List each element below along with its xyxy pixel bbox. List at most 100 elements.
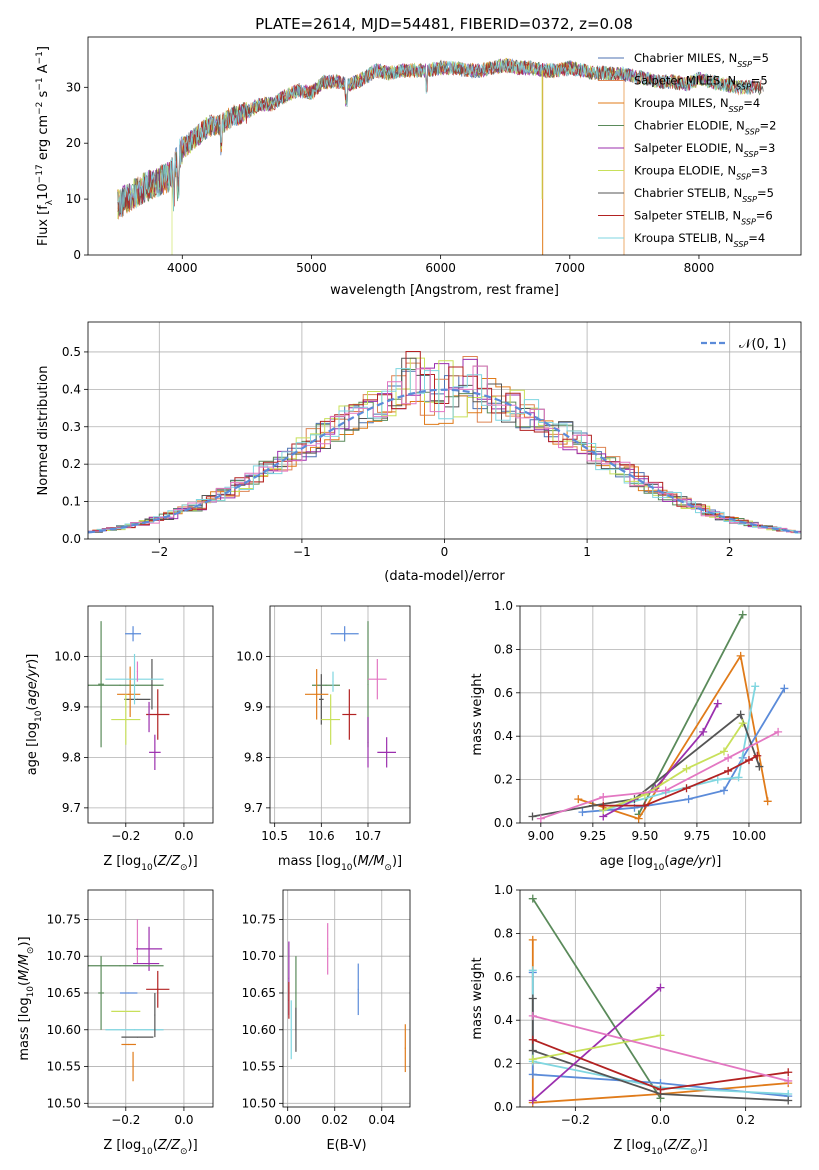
y-tick-label: 0.4 [494,1013,513,1027]
data-point [145,962,147,965]
y-tick-label: 10.50 [242,1096,276,1110]
data-point [136,1036,139,1038]
weight-marker [528,1096,537,1105]
weight-marker [784,1076,793,1085]
x-tick-label: 6000 [425,261,456,275]
data-point [332,681,334,683]
x-tick-label: 9.00 [527,829,554,843]
plot-area-mass_vs_Z [88,890,213,1107]
x-tick-label: 10.00 [732,829,766,843]
axis-label: Z [log10(Z/Z⊙)] [103,854,197,873]
weight-marker [736,651,745,660]
data-point [376,678,378,680]
x-tick-label: 0.00 [274,1113,301,1127]
y-tick-label: 9.9 [244,700,263,714]
axis-label: mass [log10(M/M⊙)] [17,936,36,1060]
weight-marker [713,699,722,708]
weight-marker [755,762,764,771]
x-tick-label: 9.50 [632,829,659,843]
data-point [119,965,121,967]
weight-line-5 [602,703,719,818]
legend-entry: 𝒩(0, 1) [739,337,786,352]
y-tick-label: 10.55 [242,1060,276,1074]
data-point [154,1014,156,1016]
data-point [148,716,150,718]
panel-mass_vs_Z: −0.2 0.0 10.50 10.55 10.60 10.65 10.70 10.75 Z [… [17,889,214,1157]
y-tick-label: 0.8 [494,642,513,656]
y-tick-label: 10.75 [47,912,81,926]
y-tick-label: 0.8 [494,926,513,940]
weight-marker [656,1085,665,1094]
y-tick-label: 0.2 [62,457,81,471]
axis-label: Z [log10(Z/Z⊙)] [103,1138,197,1157]
data-point [136,671,139,673]
axes-frame-age_vs_Z [87,605,214,824]
weight-marker [528,1055,537,1064]
panel-residuals: −2 −1 0 1 2 0.0 0.1 0.2 0.3 0.4 0.5 𝒩(0, 1) (data-mo… [36,321,802,584]
y-tick-label: 0.4 [62,382,81,396]
y-tick-label: 10.55 [47,1060,81,1074]
weight-marker [738,719,747,728]
data-point [288,977,290,979]
panel-age_vs_mass: 10.5 10.6 10.7 9.7 9.8 9.9 10.0 mass [log10(M/M… [236,605,411,873]
x-tick-label: 0.0 [174,829,193,843]
y-tick-label: 10.0 [236,649,263,663]
data-point [151,683,153,685]
plot-area-age_vs_Z [88,606,213,823]
data-point [316,693,318,695]
histogram-8 [96,368,801,534]
weight-marker [528,1011,537,1020]
data-point [367,741,369,743]
x-tick-label: 0.2 [736,1113,755,1127]
weight-marker [682,784,691,793]
axes-frame-spectrum [87,36,802,256]
data-point [132,1065,134,1068]
weight-marker [528,966,537,975]
weight-marker [599,801,608,810]
weight-marker [656,1031,665,1040]
y-tick-label: 30 [66,80,81,94]
x-tick-label: −1 [293,545,311,559]
weight-marker [774,727,783,736]
x-tick-label: 5000 [296,261,327,275]
x-tick-label: 0.0 [174,1113,193,1127]
histogram-5 [96,357,801,533]
data-point [133,1029,136,1031]
y-tick-label: 20 [66,136,81,150]
weight-marker [599,792,608,801]
weight-line-4 [531,998,789,1102]
data-point [148,948,150,950]
weight-marker [699,727,708,736]
weight-marker [780,684,789,693]
x-tick-label: 1 [583,545,591,559]
y-tick-label: 0.4 [494,729,513,743]
y-tick-label: 0 [73,248,81,262]
histogram-1 [92,356,801,534]
plot-area-mass_vs_ebv [283,890,410,1107]
panel-age_vs_Z: −0.2 0.0 9.7 9.8 9.9 10.0 Z [log10(Z/Z⊙)] age [… [25,605,214,873]
data-point [157,713,159,716]
data-point [154,751,156,753]
x-tick-label: 10.6 [308,829,335,843]
axis-label: age [log10(age/yr)] [25,654,44,776]
y-tick-label: 10.0 [54,649,81,663]
y-tick-label: 9.8 [62,750,81,764]
weight-marker [528,994,537,1003]
axis-label: Normed distribution [36,366,51,496]
data-point [327,948,329,950]
y-tick-label: 0.2 [494,773,513,787]
y-tick-label: 1.0 [494,599,513,613]
data-point [290,1029,292,1031]
x-tick-label: 7000 [555,261,586,275]
y-tick-label: 0.6 [494,970,513,984]
x-tick-label: 10.5 [261,829,288,843]
data-point [128,693,130,695]
y-tick-label: 0.5 [62,345,81,359]
y-tick-label: 0.1 [62,495,81,509]
weight-marker [588,801,597,810]
legend-entry: Kroupa ELODIE, NSSP=3 [634,164,768,182]
x-tick-label: −0.2 [111,1113,140,1127]
axis-label: mass weight [470,957,485,1039]
